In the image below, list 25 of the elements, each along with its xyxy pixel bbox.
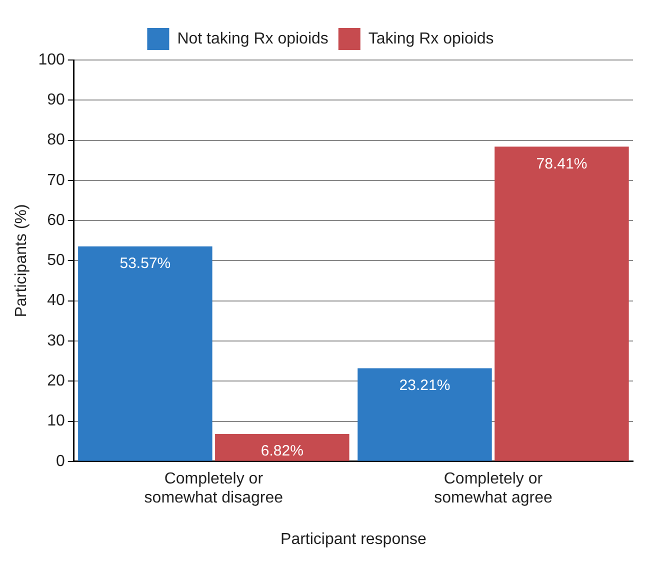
- legend-label: Not taking Rx opioids: [177, 30, 328, 48]
- x-tick-label: Completely or somewhat disagree: [144, 470, 284, 507]
- y-axis-title: Participants (%): [13, 204, 30, 318]
- y-tick-label: 70: [47, 172, 65, 189]
- y-tick-label: 30: [47, 332, 65, 350]
- y-tick-label: 50: [47, 252, 65, 270]
- bar: [358, 368, 492, 461]
- x-tick-label: Completely or somewhat agree: [434, 470, 552, 507]
- bar: [494, 146, 629, 461]
- y-tick-label: 20: [47, 372, 65, 390]
- y-tick-label: 0: [56, 452, 65, 470]
- x-axis-title: Participant response: [280, 530, 426, 548]
- data-label: 78.41%: [536, 155, 588, 172]
- y-tick-label: 90: [47, 92, 65, 109]
- bar: [215, 434, 350, 461]
- y-tick-label: 40: [47, 292, 65, 310]
- data-label: 53.57%: [120, 255, 171, 272]
- data-label: 23.21%: [399, 376, 450, 394]
- data-label: 6.82%: [260, 442, 304, 460]
- y-tick-label: 100: [38, 51, 65, 68]
- y-tick-label: 60: [47, 212, 65, 229]
- y-tick-label: 10: [47, 412, 65, 430]
- bar: [78, 246, 212, 461]
- y-tick-label: 80: [47, 132, 65, 149]
- legend-label: Taking Rx opioids: [368, 30, 494, 48]
